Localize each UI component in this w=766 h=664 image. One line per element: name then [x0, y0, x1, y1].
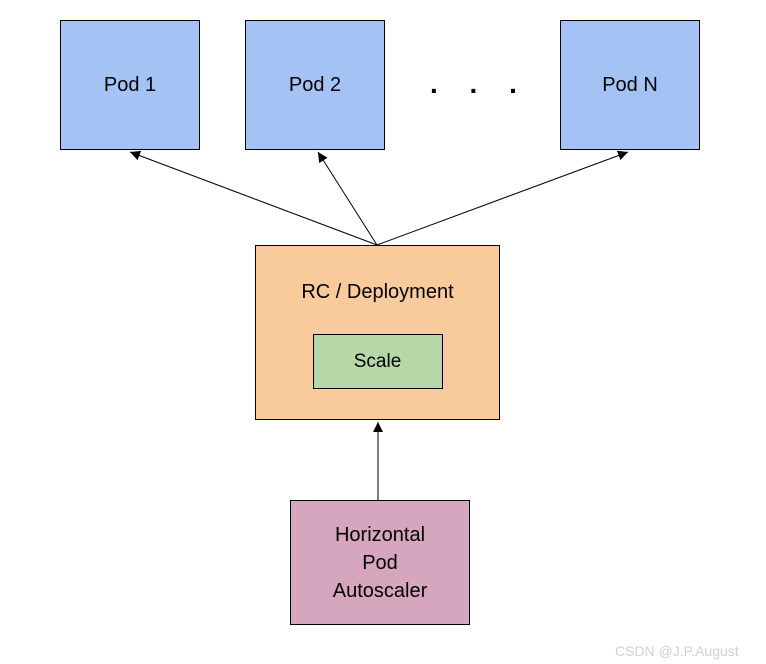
pod-1-box: Pod 1 — [60, 20, 200, 150]
deployment-box: RC / Deployment Scale — [255, 245, 500, 420]
ellipsis: . . . — [430, 68, 529, 100]
hpa-label: Horizontal Pod Autoscaler — [333, 521, 428, 605]
pod-2-box: Pod 2 — [245, 20, 385, 150]
deployment-label: RC / Deployment — [301, 281, 453, 304]
watermark: CSDN @J.P.August — [615, 643, 739, 659]
watermark-text: CSDN @J.P.August — [615, 643, 739, 659]
arrow-to-podn — [377, 152, 628, 245]
scale-label: Scale — [354, 351, 402, 373]
pod-1-label: Pod 1 — [104, 74, 156, 97]
hpa-line1: Horizontal — [333, 521, 428, 549]
hpa-box: Horizontal Pod Autoscaler — [290, 500, 470, 625]
pod-2-label: Pod 2 — [289, 74, 341, 97]
arrow-to-pod2 — [318, 152, 377, 245]
hpa-line3: Autoscaler — [333, 577, 428, 605]
scale-box: Scale — [313, 334, 443, 389]
pod-n-label: Pod N — [602, 74, 658, 97]
hpa-line2: Pod — [333, 549, 428, 577]
ellipsis-text: . . . — [430, 68, 529, 99]
arrow-to-pod1 — [130, 152, 377, 245]
pod-n-box: Pod N — [560, 20, 700, 150]
